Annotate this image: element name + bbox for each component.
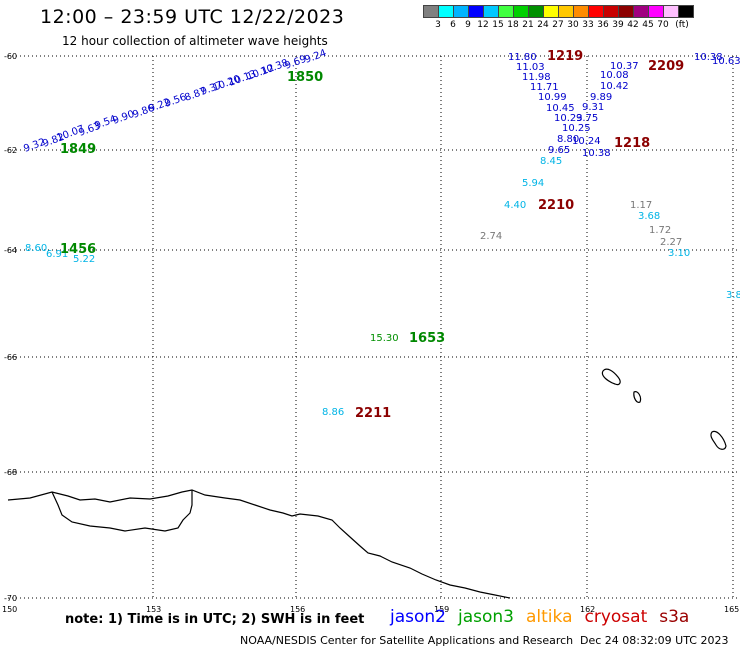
lon-label: 156 [290,605,305,614]
legend-label: 42 [627,20,639,30]
legend-label: 6 [450,20,456,30]
swh-value-label: 3.10 [668,248,690,259]
coastline-inlet [51,490,193,532]
swh-value-label: 3.8 [726,290,740,301]
swh-value-label: 10.24 [572,136,601,147]
swh-value-label: 3.68 [638,211,660,222]
coastline [7,368,727,599]
swh-value-label: 10.45 [546,103,575,114]
lon-label: 159 [434,605,449,614]
swh-value-label: 11.03 [516,62,545,73]
swh-value-label: 8.86 [322,407,344,418]
lon-label: 150 [2,605,17,614]
legend-label: 12 [477,20,489,30]
pass-time-label: 1218 [614,136,650,151]
legend-label: (ft) [675,20,689,30]
legend-label: 45 [642,20,654,30]
swh-value-label: 10.37 [610,61,639,72]
legend-label: 3 [435,20,441,30]
swh-value-label: 2.27 [660,237,682,248]
swh-value-label: 8.60 [25,243,47,254]
lon-label: 153 [146,605,161,614]
color-legend: 3 6 9 12 15 18 21 24 27 30 33 36 39 42 45 70 (ft) [423,5,694,32]
island-2 [633,391,642,403]
swh-value-label: 6.91 [46,249,68,260]
page-subtitle: 12 hour collection of altimeter wave hei… [62,34,328,48]
legend-label: 36 [597,20,609,30]
lat-label: -68 [4,468,17,477]
legend-labels: 3 6 9 12 15 18 21 24 27 30 33 36 39 42 45 70 (ft) [423,18,693,32]
swh-value-label: 10.38 [582,148,611,159]
satellite-legend: jason2 jason3 altika cryosat s3a [390,607,689,627]
pass-time-label: 2211 [355,406,391,421]
legend-label: 9 [465,20,471,30]
legend-label: 18 [507,20,519,30]
swh-value-label: 10.63 [712,56,740,67]
legend-label: 39 [612,20,624,30]
satellite-name: jason2 [390,607,446,627]
pass-time-label: 1219 [547,49,583,64]
swh-value-label: 10.42 [600,81,629,92]
swh-value-label: 10.25 [562,123,591,134]
swh-value-label: 9.89 [590,92,612,103]
legend-label: 70 [657,20,669,30]
pass-time-label: 1456 [60,242,96,257]
legend-label: 33 [582,20,594,30]
island-3 [710,430,727,450]
swh-value-label: 1.72 [649,225,671,236]
lat-label: -64 [4,246,17,255]
satellite-name: cryosat [584,607,648,627]
swh-value-label: 9.75 [576,113,598,124]
swh-value-label: 8.80 [557,134,579,145]
antarctic-coastline [7,489,511,599]
lon-label: 162 [580,605,595,614]
swh-value-label: 5.22 [73,254,95,265]
legend-swatches [423,5,694,18]
swh-value-label: 10.38 [694,52,723,63]
swh-value-label: 11.80 [508,52,537,63]
swh-value-label: 10.23 [554,113,583,124]
swh-value-label: 11.98 [522,72,551,83]
page-title: 12:00 – 23:59 UTC 12/22/2023 [40,6,345,28]
swh-value-label: 10.99 [538,92,567,103]
swh-value-label: 11.71 [530,82,559,93]
pass-time-label: 1850 [287,70,323,85]
satellite-name: altika [526,607,573,627]
island-1 [601,368,621,386]
satellite-name: s3a [659,607,690,627]
pass-time-label: 2209 [648,59,684,74]
pass-time-label: 2210 [538,198,574,213]
swh-value-label: 4.40 [504,200,526,211]
lat-label: -70 [4,594,17,603]
lat-label: -62 [4,146,17,155]
swh-value-label: 2.74 [480,231,502,242]
swh-value-label: 1.17 [630,200,652,211]
legend-swatch [678,5,694,18]
legend-label: 24 [537,20,549,30]
swh-value-label: 9.65 [548,145,570,156]
lat-label: -66 [4,353,17,362]
satellite-name: jason3 [458,607,514,627]
legend-label: 27 [552,20,564,30]
swh-value-label: 15.30 [370,333,399,344]
generation-timestamp: Dec 24 08:32:09 UTC 2023 [580,634,729,647]
legend-label: 30 [567,20,579,30]
lat-label: -60 [4,52,17,61]
pass-time-label: 1653 [409,331,445,346]
swh-value-label: 5.94 [522,178,544,189]
lon-label: 165 [724,605,739,614]
footer-note: note: 1) Time is in UTC; 2) SWH is in fe… [65,612,365,627]
legend-label: 21 [522,20,534,30]
legend-label: 15 [492,20,504,30]
swh-value-label: 8.45 [540,156,562,167]
credit-text: NOAA/NESDIS Center for Satellite Applica… [240,634,574,647]
swh-value-label: 9.24 [303,48,328,66]
pass-time-label: 1849 [60,142,96,157]
swh-value-label: 10.08 [600,70,629,81]
swh-value-label: 9.31 [582,102,604,113]
